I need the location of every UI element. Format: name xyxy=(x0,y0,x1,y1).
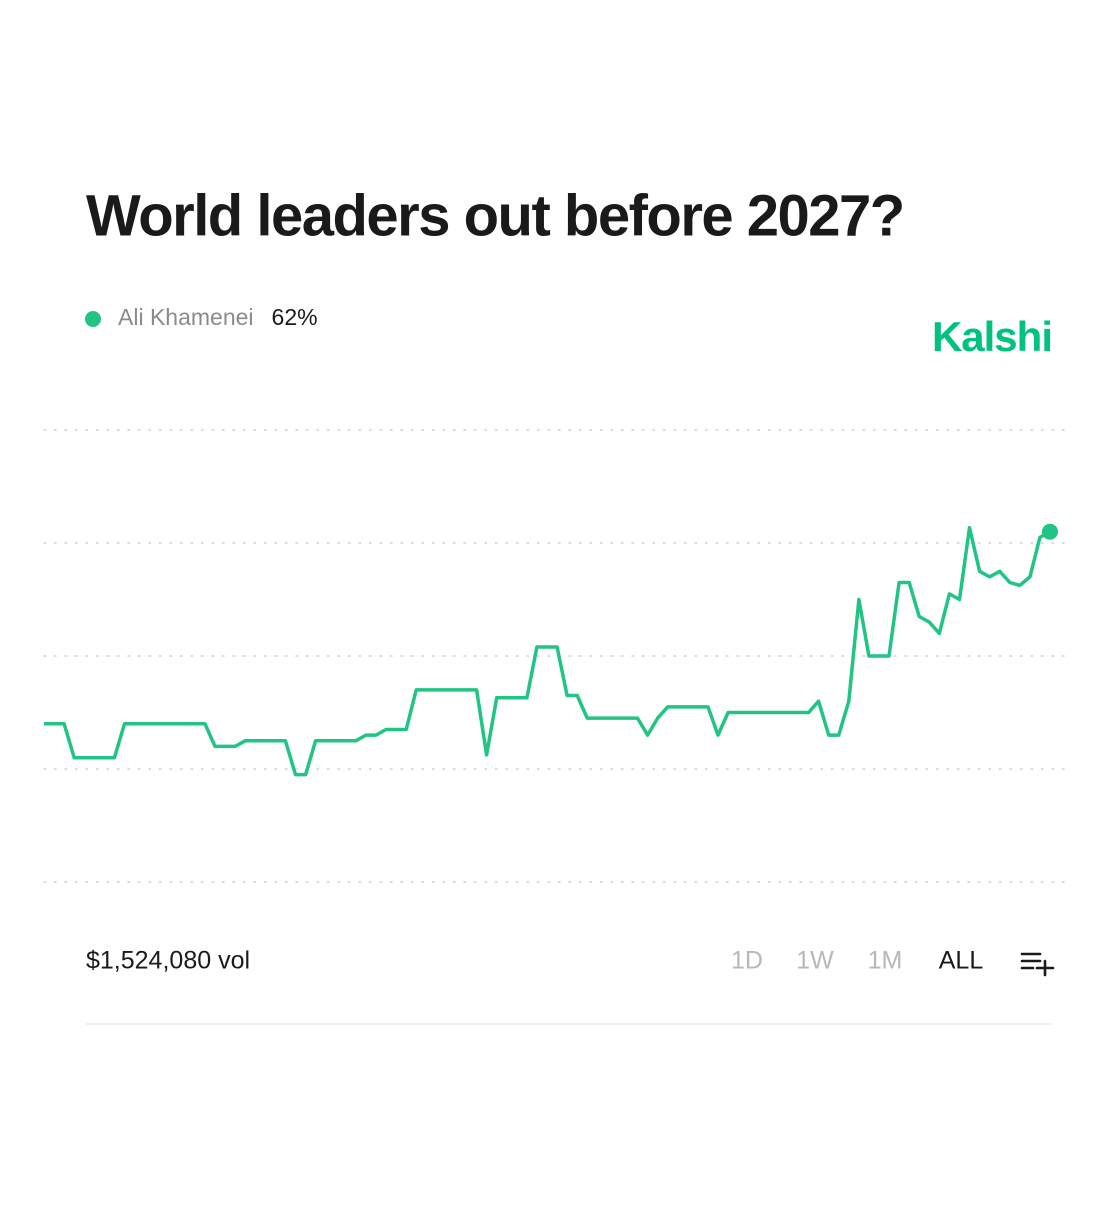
range-button[interactable]: 1M xyxy=(868,947,903,975)
add-icon[interactable] xyxy=(1020,952,1055,977)
volume: $1,524,080 vol xyxy=(86,947,250,975)
range-button[interactable]: 1D xyxy=(731,947,763,975)
brand-logo: Kalshi xyxy=(932,313,1052,360)
legend-value: 62% xyxy=(272,304,318,330)
current-dot xyxy=(1042,523,1058,540)
legend-dot xyxy=(85,311,101,327)
price-line xyxy=(44,525,1051,777)
range-button[interactable]: 1W xyxy=(796,947,834,975)
chart-title: World leaders out before 2027? xyxy=(86,183,904,248)
range-button[interactable]: ALL xyxy=(939,947,984,975)
legend-name: Ali Khamenei xyxy=(118,304,254,330)
